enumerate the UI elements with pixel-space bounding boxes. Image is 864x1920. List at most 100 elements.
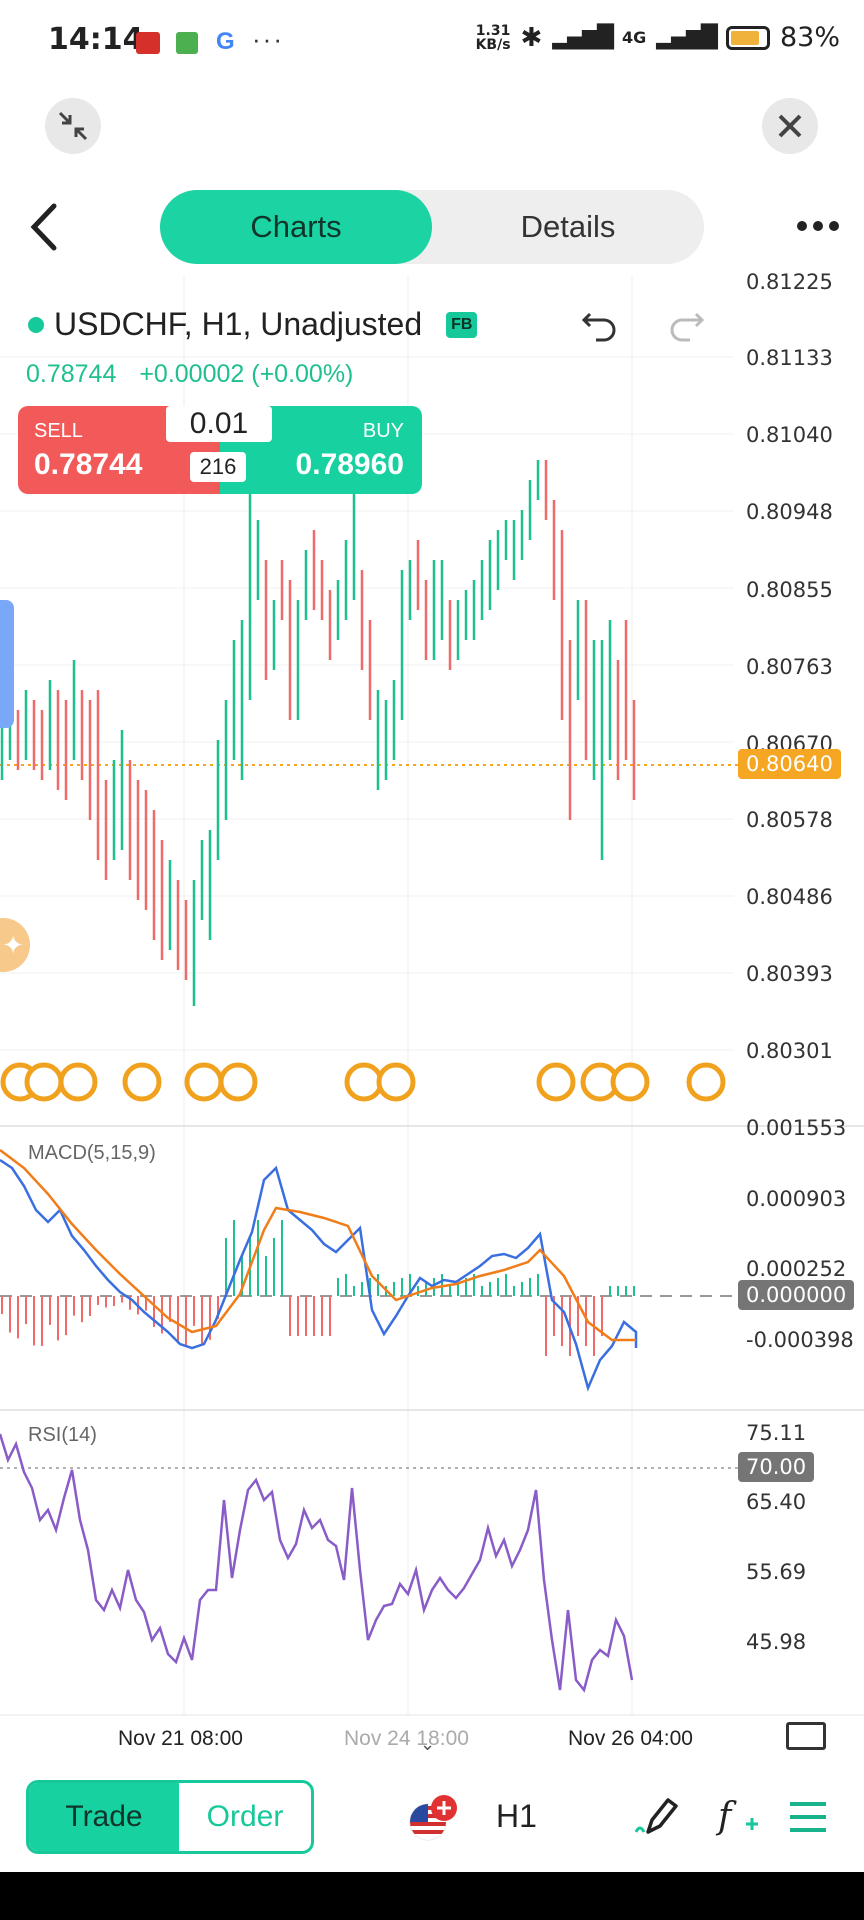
sell-price: 0.78744 xyxy=(34,448,143,481)
coin-icon[interactable] xyxy=(24,1062,64,1102)
macd-current-badge: 0.000000 xyxy=(738,1280,855,1310)
trade-order-toggle: Trade Order xyxy=(26,1780,314,1854)
minimize-button[interactable] xyxy=(45,98,101,154)
price-axis-label: 0.81133 xyxy=(746,346,833,370)
lot-size-input[interactable]: 0.01 xyxy=(166,406,272,442)
buy-label: BUY xyxy=(362,420,404,442)
system-nav-bar xyxy=(0,1872,864,1920)
macd-axis-label: 0.001553 xyxy=(746,1116,847,1140)
timeframe-selector[interactable]: H1 xyxy=(496,1798,537,1834)
tab-charts[interactable]: Charts xyxy=(160,190,432,264)
coin-icon[interactable] xyxy=(344,1062,384,1102)
chevron-down-icon[interactable]: ⌄ xyxy=(420,1734,436,1754)
rsi-label: RSI(14) xyxy=(28,1424,97,1446)
coin-icon[interactable] xyxy=(686,1062,726,1102)
price-chart[interactable] xyxy=(0,276,864,1736)
price-axis-label: 0.80855 xyxy=(746,578,833,602)
price-axis-label: 0.81040 xyxy=(746,423,833,447)
app-notification-icon xyxy=(136,32,160,54)
time-axis-label: Nov 21 08:00 xyxy=(118,1727,243,1750)
svg-text:f: f xyxy=(715,1796,737,1837)
status-time: 14:14 xyxy=(48,22,144,57)
more-icon xyxy=(797,221,839,231)
menu-icon xyxy=(790,1802,826,1832)
close-icon xyxy=(778,114,802,138)
time-axis-label: Nov 24 18:00 xyxy=(344,1727,469,1750)
draw-icon xyxy=(634,1798,678,1834)
accessibility-icon: ✦ xyxy=(2,929,24,960)
coin-icon[interactable] xyxy=(376,1062,416,1102)
redo-icon xyxy=(670,312,705,342)
macd-histogram xyxy=(1,1220,635,1356)
price-axis-label: 0.80763 xyxy=(746,655,833,679)
symbol-header[interactable]: USDCHF, H1, Unadjusted FB xyxy=(28,306,478,343)
buy-price: 0.78960 xyxy=(295,448,404,481)
more-button[interactable] xyxy=(794,216,842,241)
macd-axis-label: -0.000398 xyxy=(746,1328,854,1352)
view-tabs: Charts Details xyxy=(160,190,704,264)
expand-icon[interactable] xyxy=(786,1722,826,1750)
spread-value: 216 xyxy=(190,452,246,482)
macd-label: MACD(5,15,9) xyxy=(28,1142,156,1164)
network-speed: 1.31 KB/s xyxy=(475,22,511,53)
order-tab[interactable]: Order xyxy=(206,1800,284,1833)
macd-line xyxy=(0,1158,638,1392)
time-axis-label: Nov 26 04:00 xyxy=(568,1727,693,1750)
current-price-badge: 0.80640 xyxy=(738,749,841,779)
google-icon: G xyxy=(216,28,235,55)
macd-axis-label: 0.000903 xyxy=(746,1187,847,1211)
network-type: 4G xyxy=(622,28,647,47)
signal-icon-2: ▂▄▆█ xyxy=(656,25,718,50)
close-button[interactable] xyxy=(762,98,818,154)
sell-label: SELL xyxy=(34,420,83,442)
side-drawer-handle[interactable] xyxy=(0,600,14,728)
status-right: 1.31 KB/s ✱ ▂▄▆█ 4G ▂▄▆█ 83% xyxy=(476,22,840,53)
signal-icon: ▂▄▆█ xyxy=(552,25,614,50)
price-axis-label: 0.80948 xyxy=(746,500,833,524)
undo-icon xyxy=(581,312,616,342)
rsi-current-badge: 70.00 xyxy=(738,1452,815,1482)
coin-icon[interactable] xyxy=(184,1062,224,1102)
price-axis-label: 0.80393 xyxy=(746,962,833,986)
back-button[interactable] xyxy=(24,200,68,254)
menu-button[interactable] xyxy=(790,1800,826,1839)
coin-icon[interactable] xyxy=(122,1062,162,1102)
android-notification-icon xyxy=(176,32,198,54)
status-bar: 14:14 G ··· 1.31 KB/s ✱ ▂▄▆█ 4G ▂▄▆█ 83% xyxy=(0,0,864,86)
coin-icon[interactable] xyxy=(536,1062,576,1102)
price-axis-label: 0.81225 xyxy=(746,270,833,294)
coin-markers xyxy=(0,1062,726,1102)
market-status-dot xyxy=(28,316,44,333)
rsi-axis-label: 45.98 xyxy=(746,1630,807,1654)
rsi-axis-label: 65.40 xyxy=(746,1490,807,1514)
redo-button[interactable] xyxy=(668,306,706,349)
candles xyxy=(0,460,636,1006)
price-axis-label: 0.80301 xyxy=(746,1039,833,1063)
symbol-flag-button[interactable] xyxy=(408,1792,460,1849)
change-value: +0.00002 (+0.00%) xyxy=(139,360,354,388)
undo-button[interactable] xyxy=(580,306,618,349)
draw-button[interactable] xyxy=(634,1792,682,1845)
rsi-line xyxy=(0,1433,634,1693)
macd-axis-label: 0.000252 xyxy=(746,1257,847,1281)
coin-icon[interactable] xyxy=(58,1062,98,1102)
minimize-icon xyxy=(58,111,88,141)
macd-signal xyxy=(0,1149,636,1342)
trade-tab[interactable]: Trade xyxy=(29,1783,179,1851)
current-price: 0.78744 xyxy=(26,360,117,388)
coin-icon[interactable] xyxy=(218,1062,258,1102)
price-axis-label: 0.80486 xyxy=(746,885,833,909)
fb-badge: FB xyxy=(446,311,478,338)
battery-icon xyxy=(725,25,770,50)
indicators-button[interactable]: f xyxy=(714,1792,762,1845)
price-axis-label: 0.80578 xyxy=(746,808,833,832)
rsi-axis-label: 55.69 xyxy=(746,1560,807,1584)
more-notifications-icon: ··· xyxy=(252,24,284,54)
indicator-icon: f xyxy=(715,1796,758,1837)
battery-percent: 83% xyxy=(779,22,840,53)
tab-details[interactable]: Details xyxy=(520,209,616,244)
back-icon xyxy=(30,203,57,251)
price-change: 0.78744 +0.00002 (+0.00%) xyxy=(26,360,353,389)
coin-icon[interactable] xyxy=(610,1062,650,1102)
flag-icon xyxy=(409,1795,457,1841)
